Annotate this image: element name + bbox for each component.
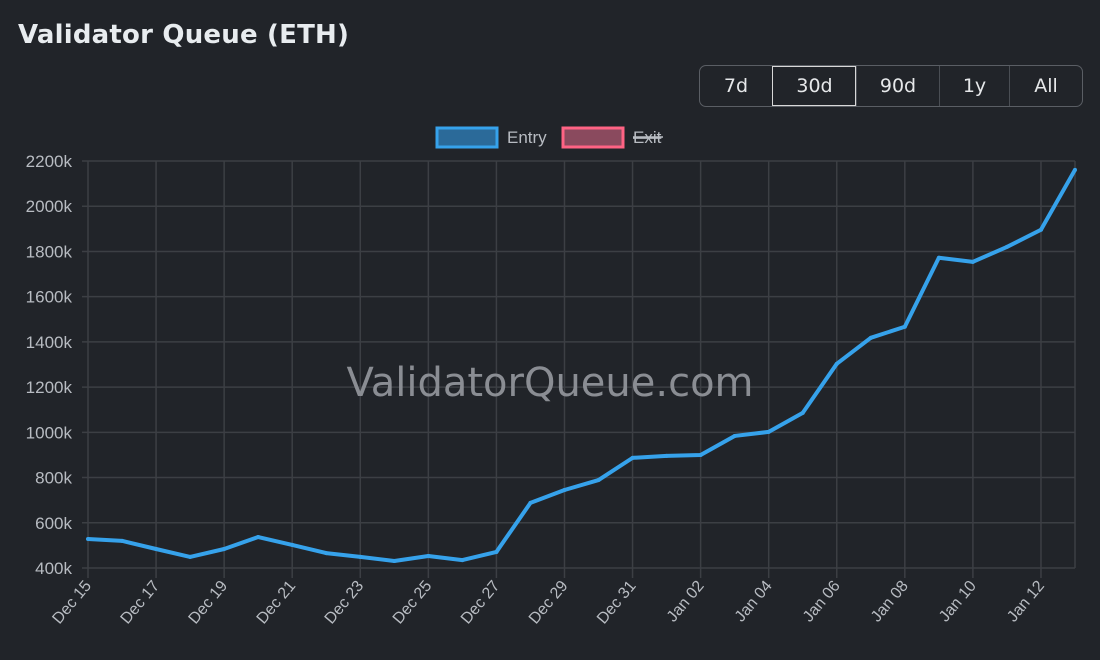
- entry-data-point[interactable]: [630, 455, 635, 460]
- y-tick-label: 1600k: [26, 288, 73, 307]
- x-tick-label: Dec 31: [594, 578, 640, 628]
- entry-data-point[interactable]: [562, 487, 567, 492]
- y-tick-label: 600k: [35, 514, 72, 533]
- y-tick-label: 1400k: [26, 333, 73, 352]
- entry-data-point[interactable]: [528, 500, 533, 505]
- range-30d-button[interactable]: 30d: [772, 66, 856, 106]
- entry-data-point[interactable]: [222, 547, 227, 552]
- entry-data-point[interactable]: [766, 429, 771, 434]
- entry-data-point[interactable]: [154, 547, 159, 552]
- range-all-button[interactable]: All: [1009, 66, 1082, 106]
- legend-exit-swatch: [561, 126, 625, 149]
- x-tick-label: Jan 12: [1004, 578, 1048, 626]
- entry-data-point[interactable]: [936, 255, 941, 260]
- range-1y-button[interactable]: 1y: [939, 66, 1009, 106]
- range-7d-button[interactable]: 7d: [700, 66, 772, 106]
- entry-data-point[interactable]: [188, 554, 193, 559]
- legend-entry-label: Entry: [507, 128, 547, 147]
- entry-data-point[interactable]: [86, 537, 90, 542]
- y-tick-label: 1000k: [26, 423, 73, 442]
- y-tick-label: 800k: [35, 469, 72, 488]
- x-tick-label: Jan 10: [936, 578, 980, 626]
- entry-data-point[interactable]: [1004, 244, 1009, 249]
- entry-series-line: [87, 168, 1077, 563]
- x-tick-label: Dec 15: [49, 578, 95, 628]
- watermark: ValidatorQueue.com: [346, 360, 753, 406]
- entry-data-point[interactable]: [426, 554, 431, 559]
- y-tick-label: 2000k: [26, 197, 73, 216]
- entry-data-point[interactable]: [290, 542, 295, 547]
- x-tick-label: Dec 17: [118, 578, 164, 628]
- entry-data-point[interactable]: [256, 535, 261, 540]
- y-tick-label: 1800k: [26, 242, 73, 261]
- y-tick-label: 400k: [35, 559, 72, 578]
- x-tick-label: Jan 08: [868, 578, 912, 626]
- entry-data-point[interactable]: [392, 558, 397, 563]
- entry-data-point[interactable]: [596, 478, 601, 483]
- x-tick-label: Dec 25: [390, 578, 436, 628]
- entry-data-point[interactable]: [120, 538, 125, 543]
- x-tick-label: Jan 06: [800, 578, 844, 626]
- entry-data-point[interactable]: [1038, 227, 1043, 232]
- entry-data-point[interactable]: [324, 551, 329, 556]
- x-tick-label: Dec 21: [254, 578, 300, 628]
- x-tick-label: Dec 23: [322, 578, 368, 628]
- entry-data-point[interactable]: [834, 361, 839, 366]
- entry-data-point[interactable]: [358, 554, 363, 559]
- entry-data-point[interactable]: [494, 549, 499, 554]
- range-90d-button[interactable]: 90d: [856, 66, 939, 106]
- entry-data-point[interactable]: [800, 410, 805, 415]
- x-tick-label: Jan 02: [664, 578, 708, 626]
- page-title: Validator Queue (ETH): [18, 20, 350, 50]
- entry-data-point[interactable]: [902, 324, 907, 329]
- x-tick-label: Dec 19: [186, 578, 232, 628]
- entry-data-point[interactable]: [970, 259, 975, 264]
- y-tick-label: 1200k: [26, 378, 73, 397]
- entry-data-point[interactable]: [868, 335, 873, 340]
- x-tick-label: Jan 04: [732, 578, 776, 626]
- legend-entry-swatch: [435, 126, 499, 149]
- entry-data-point[interactable]: [664, 453, 669, 458]
- x-tick-label: Dec 29: [526, 578, 572, 628]
- entry-data-point[interactable]: [460, 558, 465, 563]
- legend-exit[interactable]: Exit: [561, 126, 663, 149]
- legend-entry[interactable]: Entry: [435, 126, 547, 149]
- entry-data-point[interactable]: [1073, 167, 1077, 172]
- time-range-selector: 7d 30d 90d 1y All: [699, 65, 1083, 107]
- entry-data-point[interactable]: [732, 433, 737, 438]
- x-tick-label: Dec 27: [458, 578, 504, 628]
- y-tick-label: 2200k: [26, 152, 73, 171]
- entry-data-point[interactable]: [698, 452, 703, 457]
